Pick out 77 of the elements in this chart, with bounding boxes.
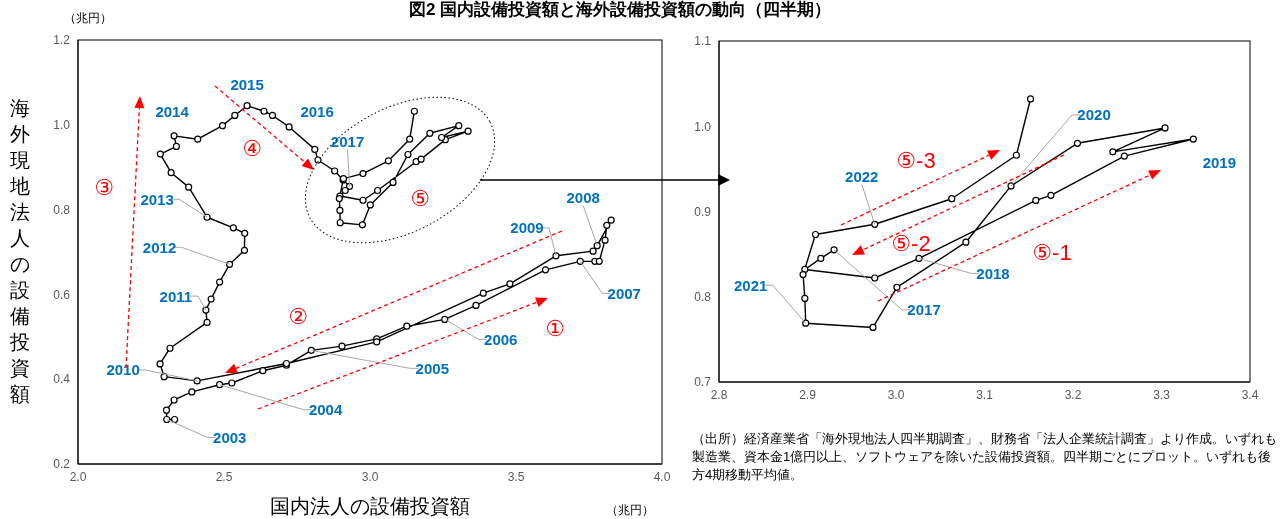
- point: [1047, 191, 1055, 199]
- point: [962, 238, 970, 246]
- y-tick-label: 1.1: [694, 34, 712, 49]
- annotation: 2015: [230, 76, 264, 94]
- y-tick-label: 0.8: [53, 202, 71, 217]
- annotation: 2004: [308, 401, 343, 419]
- x-tick-label: 2.0: [69, 469, 87, 484]
- annotation: 2007: [607, 284, 641, 302]
- annotation: ⑤-1: [1032, 239, 1072, 265]
- text: 海外現地法人の設備投資額: [10, 97, 30, 405]
- point: [1120, 152, 1128, 160]
- annotation: ②: [288, 303, 308, 329]
- annotation: 2005: [415, 359, 449, 377]
- x-tick-label: 4.0: [653, 469, 671, 484]
- annotation: 2018: [976, 264, 1010, 282]
- annotation: 2003: [213, 428, 247, 446]
- chart-title: 図2 国内設備投資額と海外設備投資額の動向（四半期）: [407, 0, 833, 20]
- text: （兆円）: [64, 10, 112, 27]
- x-tick-label: 3.4: [1241, 387, 1259, 402]
- y-tick-label: 0.2: [53, 457, 71, 472]
- point: [893, 283, 901, 291]
- point: [948, 195, 956, 203]
- annotation: ④: [242, 135, 262, 161]
- x-tick-label: 3.2: [1064, 387, 1082, 402]
- annotation: 2010: [106, 361, 140, 379]
- x-tick-label: 3.3: [1153, 387, 1171, 402]
- point: [1026, 95, 1035, 103]
- annotation: 2021: [734, 276, 768, 294]
- y-tick-label: 1.0: [694, 119, 712, 134]
- y-tick-label: 0.6: [53, 287, 71, 302]
- annotation: ⑤-2: [891, 230, 931, 256]
- x-tick-label: 2.5: [215, 469, 233, 484]
- point: [1073, 139, 1082, 147]
- point: [1109, 148, 1117, 156]
- annotation: 2022: [845, 167, 879, 185]
- annotation: ⑤-3: [896, 147, 936, 173]
- point: [1032, 196, 1040, 205]
- annotation: 2013: [140, 190, 174, 208]
- point: [1161, 124, 1169, 132]
- point: [869, 323, 877, 332]
- annotation: 2006: [484, 330, 518, 348]
- annotation: 2019: [1202, 153, 1237, 171]
- annotation: 2017: [907, 301, 941, 319]
- annotation: 2008: [566, 189, 600, 207]
- x-tick-label: 3.0: [887, 387, 905, 402]
- point: [1012, 151, 1020, 159]
- x-tick-label: 2.8: [710, 387, 728, 402]
- text: （出所）経済産業省「海外現地法人四半期調査」、財務省「法人企業統計調査」より作成。いずれも製造業、資本金1億円以上、ソフトウェアを除いた設備投資額。四半期ごとにプロット。いずれも後方4期移動平均値。: [692, 430, 1278, 484]
- y-tick-label: 0.8: [694, 290, 712, 305]
- annotation: 2014: [155, 103, 190, 121]
- text: （兆円）: [606, 502, 654, 519]
- x-tick-label: 3.0: [361, 469, 379, 484]
- annotation: 2009: [510, 219, 544, 237]
- point: [1189, 135, 1197, 143]
- point: [799, 270, 807, 279]
- annotation: 2016: [300, 103, 334, 121]
- x-tick-label: 2.9: [799, 387, 817, 402]
- point: [801, 294, 809, 303]
- y-tick-label: 0.4: [53, 372, 71, 387]
- y-tick-label: 1.2: [53, 33, 71, 48]
- annotation: 2017: [330, 132, 365, 150]
- point: [817, 254, 825, 262]
- annotation: ①: [545, 315, 565, 341]
- x-axis-title: 国内法人の設備投資額: [270, 495, 470, 517]
- point: [871, 274, 879, 282]
- annotation: ③: [94, 174, 114, 200]
- x-tick-label: 3.5: [507, 469, 525, 484]
- annotation: 2020: [1077, 106, 1111, 124]
- annotation: 2012: [142, 238, 177, 256]
- y-tick-label: 0.7: [694, 375, 712, 390]
- y-tick-label: 0.9: [694, 204, 712, 219]
- point: [801, 265, 809, 274]
- annotation: 2011: [159, 287, 193, 305]
- point: [811, 230, 820, 239]
- x-tick-label: 3.1: [976, 387, 994, 402]
- annotation: ⑤: [410, 185, 430, 211]
- y-tick-label: 1.0: [53, 118, 71, 133]
